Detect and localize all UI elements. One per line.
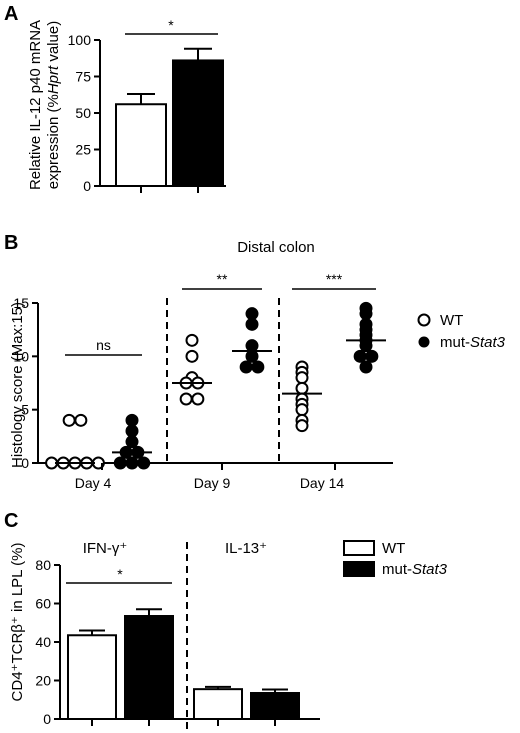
panel-c-bar (193, 688, 243, 720)
panel-b-x-label: Day 9 (194, 475, 231, 491)
mut-point (365, 349, 379, 363)
panel-b-y-axis: 0 5 10 15 (13, 295, 39, 471)
panel-b-y-tick-label: 10 (13, 348, 29, 364)
panel-b-title: Distal colon (237, 239, 315, 256)
legend-wt-label: WT (440, 312, 463, 329)
legend-wt-marker (417, 313, 431, 327)
mut-point (125, 456, 139, 470)
panel-a-y-tick-label: 25 (75, 142, 91, 158)
mut-point (245, 339, 259, 353)
panel-c-legend: WT mut-Stat3 (343, 540, 448, 578)
wt-point (295, 371, 309, 385)
panel-c-significance: * (117, 566, 123, 582)
panel-a-ylabel-line1: Relative IL-12 p40 mRNA (27, 20, 44, 190)
panel-a-bar (172, 59, 224, 187)
panel-b-y-tick-label: 15 (13, 295, 29, 311)
panel-b-x-label: Day 14 (300, 475, 345, 491)
panel-b-y-tick-label: 5 (21, 402, 29, 418)
wt-point (295, 381, 309, 395)
legend-c-wt-label: WT (382, 540, 405, 557)
legend-mut-marker (418, 336, 430, 348)
panel-a-y-axis: 0 25 50 75 100 (68, 32, 101, 194)
mut-point (245, 317, 259, 331)
panel-c-y-tick-label: 40 (35, 634, 51, 650)
mut-point (125, 413, 139, 427)
panel-b-significance: ** (217, 271, 228, 287)
panel-b-legend: WT mut-Stat3 (417, 312, 506, 351)
panel-c-category-label: IL-13⁺ (225, 540, 267, 557)
panel-a-ylabel-line2: expression (%Hprt value) (45, 21, 62, 189)
panel-a-y-tick-label: 100 (68, 32, 92, 48)
wt-point (74, 413, 88, 427)
wt-point (179, 392, 193, 406)
legend-c-mut-label: mut-Stat3 (382, 561, 448, 578)
mut-point (239, 360, 253, 374)
panel-a-bars: * (100, 17, 226, 193)
mut-point (251, 360, 265, 374)
wt-point (185, 349, 199, 363)
panel-a-y-tick-label: 50 (75, 105, 91, 121)
panel-c-y-tick-label: 80 (35, 557, 51, 573)
mut-point (359, 307, 373, 321)
wt-point (62, 413, 76, 427)
panel-c-y-tick-label: 0 (43, 711, 51, 727)
panel-a-bar (115, 103, 167, 187)
mut-point (359, 339, 373, 353)
panel-c-bars: IFN-γ⁺ IL-13⁺ * (60, 540, 320, 733)
legend-c-wt-swatch (343, 540, 375, 556)
panel-a: A Relative IL-12 p40 mRNA expression (%H… (4, 3, 226, 194)
panel-c-y-tick-label: 20 (35, 673, 51, 689)
panel-b-ylabel: Histology score (Max:15) (9, 302, 26, 468)
panel-b-groups: Day 4 ns Day 9 ** Day 14 *** (38, 271, 393, 491)
mut-point (137, 456, 151, 470)
panel-c-category-label: IFN-γ⁺ (83, 540, 128, 557)
panel-a-y-tick-label: 0 (83, 178, 91, 194)
mut-point (245, 349, 259, 363)
mut-point (125, 435, 139, 449)
panel-c-bar (124, 615, 174, 721)
mut-point (359, 360, 373, 374)
legend-mut-label: mut-Stat3 (440, 334, 506, 351)
mut-point (353, 349, 367, 363)
panel-b-x-label: Day 4 (75, 475, 112, 491)
mut-point (245, 307, 259, 321)
panel-b-significance: *** (326, 271, 343, 287)
mut-point (125, 424, 139, 438)
panel-b-y-tick-label: 0 (21, 455, 29, 471)
panel-c-label: C (4, 510, 18, 532)
panel-b: B Distal colon Histology score (Max:15) … (4, 232, 506, 491)
wt-point (191, 392, 205, 406)
mut-point (113, 456, 127, 470)
wt-point (295, 419, 309, 433)
panel-b-significance: ns (96, 337, 111, 353)
panel-a-label: A (4, 3, 18, 25)
panel-c-bar (250, 692, 300, 721)
panel-c-y-axis: 0 20 40 60 80 (35, 557, 61, 727)
panel-c-bar (67, 634, 117, 721)
legend-c-mut-swatch (343, 561, 375, 577)
panel-c-y-tick-label: 60 (35, 596, 51, 612)
wt-point (185, 333, 199, 347)
panel-a-significance: * (168, 17, 174, 33)
panel-c-ylabel: CD4⁺TCRβ⁺ in LPL (%) (9, 543, 26, 702)
panel-a-y-tick-label: 75 (75, 69, 91, 85)
wt-point (295, 403, 309, 417)
panel-b-label: B (4, 232, 18, 254)
